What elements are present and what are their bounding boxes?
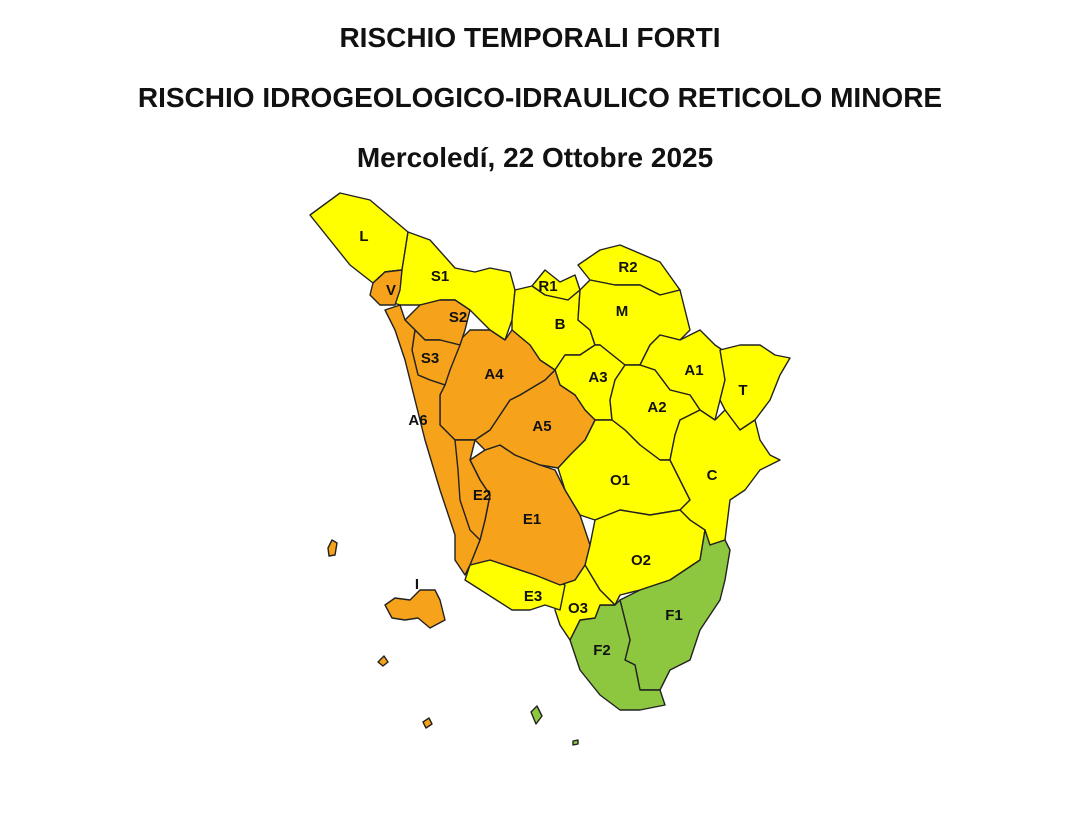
zone-label-o2: O2: [631, 552, 651, 569]
zone-label-a3: A3: [588, 369, 607, 386]
zone-label-e2: E2: [473, 487, 491, 504]
zone-i: [384, 589, 446, 629]
montecristo-island: [422, 717, 433, 729]
zone-label-a4: A4: [484, 366, 504, 383]
zone-label-c: C: [707, 467, 718, 484]
zone-t: [719, 344, 791, 431]
map-subtitle: RISCHIO IDROGEOLOGICO-IDRAULICO RETICOLO…: [137, 82, 943, 113]
zone-e2: [454, 439, 491, 541]
zone-label-s3: S3: [421, 350, 439, 367]
zone-label-l: L: [359, 228, 368, 245]
map-title: RISCHIO TEMPORALI FORTI: [339, 22, 721, 53]
giannutri-island: [572, 739, 579, 746]
zone-label-e3: E3: [524, 588, 542, 605]
zone-label-t: T: [738, 382, 747, 399]
zone-label-s2: S2: [449, 309, 467, 326]
zone-label-b: B: [555, 316, 566, 333]
zone-label-a2: A2: [647, 399, 666, 416]
zone-label-o1: O1: [610, 472, 630, 489]
pianosa-island: [377, 655, 389, 667]
map-date: Mercoledí, 22 Ottobre 2025: [356, 142, 714, 173]
zone-label-m: M: [616, 303, 629, 320]
zone-v: [369, 269, 403, 306]
giglio-island: [530, 705, 543, 725]
zone-c: [669, 409, 781, 546]
zone-label-r2: R2: [618, 259, 637, 276]
zone-label-s1: S1: [431, 268, 449, 285]
zone-label-a6: A6: [408, 412, 427, 429]
zone-label-f1: F1: [665, 607, 683, 624]
zone-label-a5: A5: [532, 418, 551, 435]
zone-label-i: I: [415, 576, 419, 593]
capraia-island: [327, 539, 338, 557]
zone-label-r1: R1: [538, 278, 557, 295]
zone-label-f2: F2: [593, 642, 611, 659]
zone-label-e1: E1: [523, 511, 541, 528]
zone-label-o3: O3: [568, 600, 588, 617]
zone-label-v: V: [386, 282, 396, 299]
zone-label-a1: A1: [684, 362, 703, 379]
